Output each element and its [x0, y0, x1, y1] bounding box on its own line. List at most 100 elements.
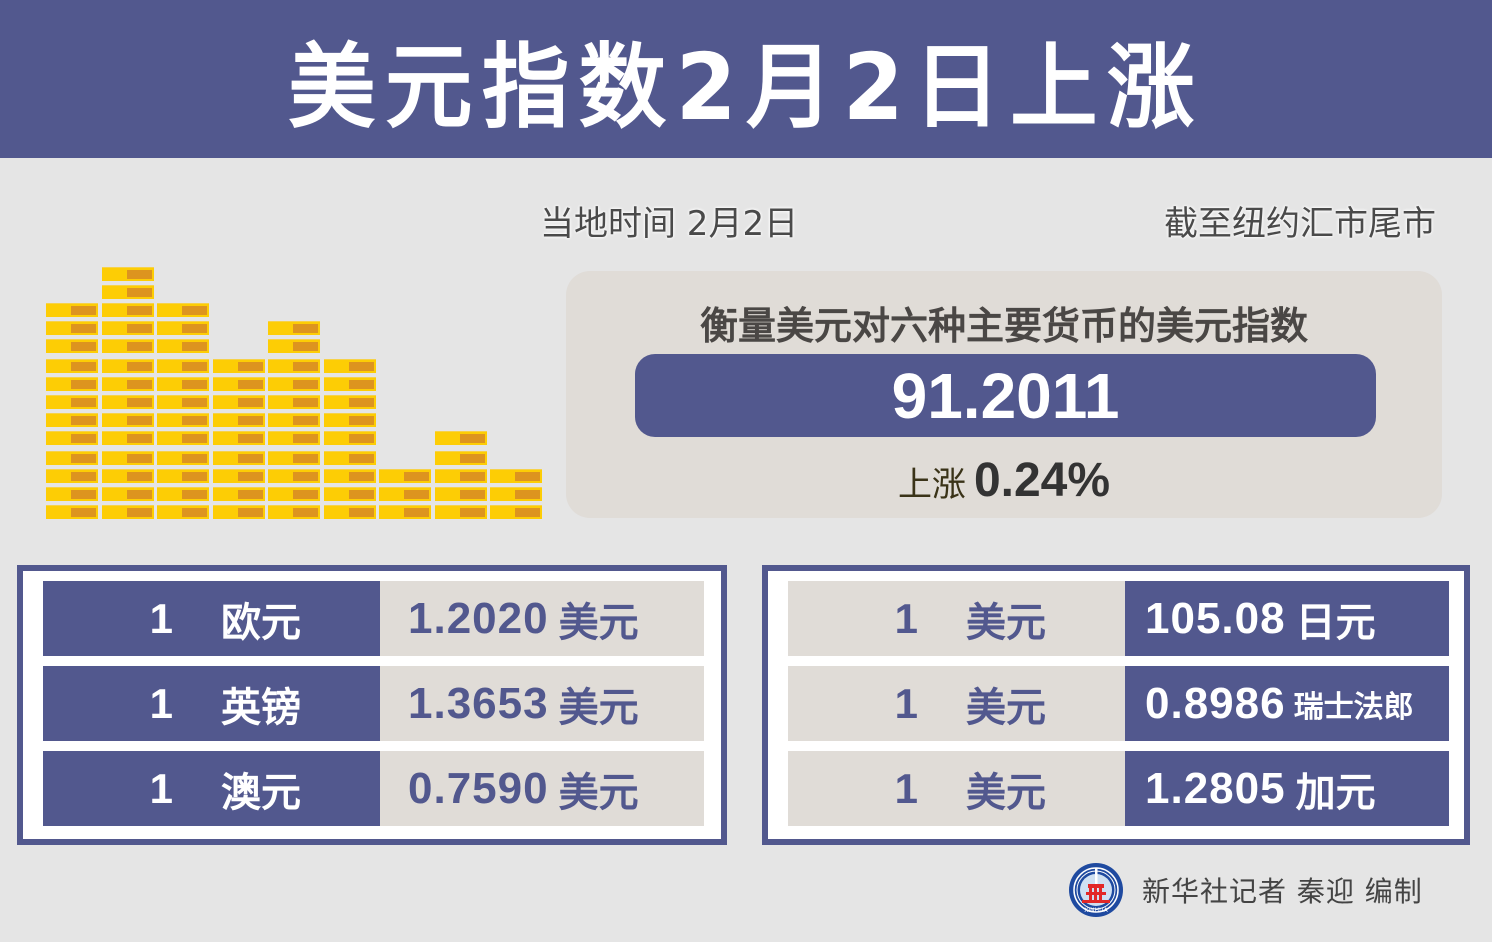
gold-bar-icon — [157, 431, 209, 445]
currency-name: 欧元 — [221, 599, 301, 646]
gold-bar-stack — [268, 319, 320, 521]
gold-bar-icon — [268, 377, 320, 391]
gold-bar-icon — [101, 359, 154, 373]
currency-cell: 1 美元 — [788, 666, 1125, 741]
rate-unit: 加元 — [1295, 769, 1376, 816]
gold-bar-icon — [101, 303, 154, 317]
gold-bar-icon — [157, 487, 209, 501]
gold-bar-icon — [101, 487, 154, 501]
gold-bars-decoration — [46, 267, 546, 521]
currency-name: 澳元 — [221, 769, 301, 816]
header-banner: 美元指数2月2日上涨 — [0, 0, 1492, 158]
rate-cell: 0.7590 美元 — [380, 751, 704, 826]
gold-bar-icon — [46, 451, 98, 465]
table-row: 1 欧元 1.2020 美元 — [43, 581, 704, 656]
gold-bar-icon — [157, 451, 209, 465]
gold-bar-icon — [46, 487, 98, 501]
gold-bar-icon — [212, 377, 265, 391]
index-change: 上涨 0.24% — [566, 453, 1442, 508]
gold-bar-icon — [212, 487, 265, 501]
gold-bar-icon — [434, 469, 487, 483]
gold-bar-icon — [101, 377, 154, 391]
gold-bar-icon — [434, 505, 487, 519]
gold-bar-icon — [212, 431, 265, 445]
gold-bar-icon — [46, 431, 98, 445]
gold-bar-icon — [157, 413, 209, 427]
gold-bar-icon — [212, 413, 265, 427]
amount: 1 — [894, 594, 918, 642]
rate-cell: 1.3653 美元 — [380, 666, 704, 741]
gold-bar-icon — [46, 359, 98, 373]
usd-to-foreign-table: 1 美元 105.08 日元 1 美元 0.8986 瑞士法郎 1 美元 1.2… — [762, 565, 1470, 845]
foreign-to-usd-table: 1 欧元 1.2020 美元 1 英镑 1.3653 美元 1 澳元 0.759… — [17, 565, 727, 845]
gold-bar-icon — [323, 431, 376, 445]
gold-bar-icon — [268, 487, 320, 501]
gold-bar-icon — [268, 451, 320, 465]
table-row: 1 美元 105.08 日元 — [788, 581, 1449, 656]
gold-bar-stack — [490, 467, 542, 521]
amount: 1 — [894, 679, 918, 727]
gold-bar-icon — [46, 377, 98, 391]
amount: 1 — [149, 764, 173, 812]
gold-bar-icon — [379, 469, 431, 483]
currency-cell: 1 美元 — [788, 751, 1125, 826]
gold-bar-icon — [379, 505, 431, 519]
gold-bar-icon — [157, 339, 209, 353]
gold-bar-icon — [434, 431, 487, 445]
table-row: 1 美元 1.2805 加元 — [788, 751, 1449, 826]
gold-bar-icon — [212, 395, 265, 409]
rate-cell: 1.2020 美元 — [380, 581, 704, 656]
gold-bar-icon — [323, 487, 376, 501]
rate-value: 1.2805 — [1145, 763, 1286, 813]
table-row: 1 英镑 1.3653 美元 — [43, 666, 704, 741]
rate-value: 1.2020 — [408, 593, 549, 643]
rate-unit: 美元 — [558, 684, 639, 731]
gold-bar-icon — [101, 431, 154, 445]
gold-bar-icon — [268, 321, 320, 335]
currency-cell: 1 澳元 — [43, 751, 380, 826]
gold-bar-icon — [101, 413, 154, 427]
market-cutoff-label: 截至纽约汇市尾市 — [1164, 204, 1436, 244]
gold-bar-icon — [157, 469, 209, 483]
svg-text:XINHUA: XINHUA — [1084, 907, 1108, 914]
amount: 1 — [149, 594, 173, 642]
index-value-pill: 91.2011 — [635, 354, 1376, 437]
rate-cell: 105.08 日元 — [1125, 581, 1449, 656]
gold-bar-icon — [46, 469, 98, 483]
currency-cell: 1 美元 — [788, 581, 1125, 656]
gold-bar-icon — [434, 487, 487, 501]
gold-bar-icon — [490, 487, 542, 501]
gold-bar-icon — [490, 505, 542, 519]
currency-name: 美元 — [966, 769, 1046, 816]
gold-bar-icon — [268, 431, 320, 445]
rate-value: 105.08 — [1145, 593, 1286, 643]
gold-bar-icon — [268, 395, 320, 409]
gold-bar-icon — [46, 395, 98, 409]
gold-bar-icon — [212, 359, 265, 373]
gold-bar-icon — [46, 303, 98, 317]
index-value: 91.2011 — [891, 359, 1120, 432]
gold-bar-icon — [157, 377, 209, 391]
gold-bar-stack — [323, 355, 376, 521]
credit-text: 新华社记者 秦迎 编制 — [1142, 875, 1423, 908]
rate-unit: 日元 — [1295, 599, 1376, 646]
gold-bar-icon — [46, 413, 98, 427]
gold-bar-icon — [101, 451, 154, 465]
gold-bar-icon — [323, 505, 376, 519]
rate-unit: 瑞士法郎 — [1293, 689, 1414, 725]
dollar-index-card: 衡量美元对六种主要货币的美元指数 91.2011 上涨 0.24% — [566, 271, 1442, 518]
gold-bar-icon — [101, 395, 154, 409]
gold-bar-icon — [46, 321, 98, 335]
gold-bar-icon — [323, 451, 376, 465]
gold-bar-icon — [323, 359, 376, 373]
gold-bar-icon — [268, 359, 320, 373]
gold-bar-stack — [379, 467, 431, 521]
gold-bar-icon — [323, 413, 376, 427]
local-time-label: 当地时间 2月2日 — [540, 204, 799, 244]
gold-bar-icon — [323, 469, 376, 483]
rate-unit: 美元 — [558, 599, 639, 646]
rate-value: 1.3653 — [408, 678, 549, 728]
gold-bar-icon — [268, 469, 320, 483]
amount: 1 — [149, 679, 173, 727]
gold-bar-icon — [46, 339, 98, 353]
